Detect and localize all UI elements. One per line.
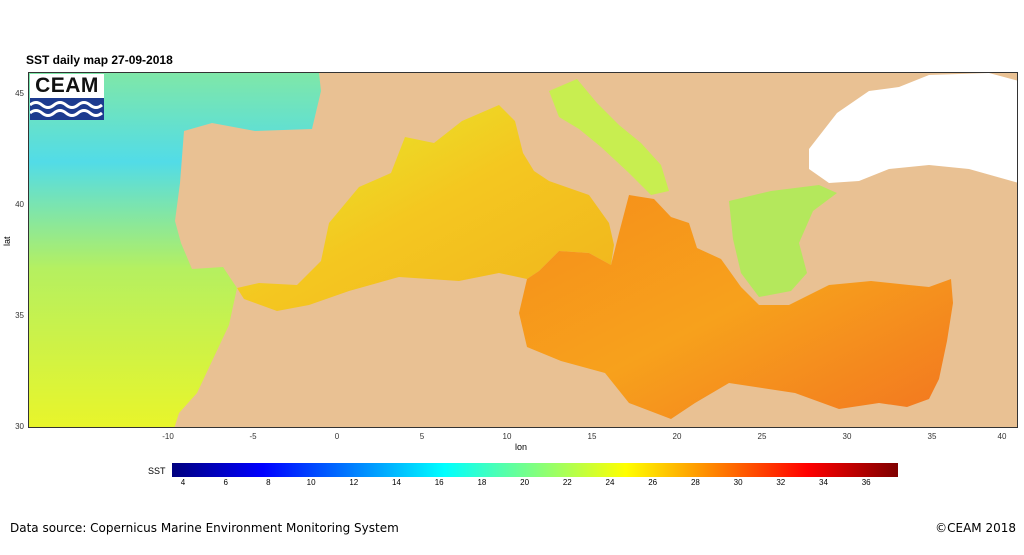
x-tick: 20 xyxy=(672,432,682,441)
colorbar-tick: 32 xyxy=(776,478,786,487)
data-source: Data source: Copernicus Marine Environme… xyxy=(10,521,399,535)
colorbar-tick: 20 xyxy=(520,478,530,487)
colorbar-tick: 16 xyxy=(434,478,444,487)
x-tick: -5 xyxy=(249,432,257,441)
adriatic-sea xyxy=(549,79,669,195)
colorbar-tick: 14 xyxy=(392,478,401,487)
sst-map xyxy=(28,72,1018,428)
legend-title: SST xyxy=(148,466,166,476)
colorbar-tick: 24 xyxy=(605,478,615,487)
atlantic-ocean xyxy=(29,73,321,427)
ceam-logo: CEAM xyxy=(30,74,104,120)
colorbar-tick: 18 xyxy=(477,478,487,487)
colorbar-tick: 22 xyxy=(562,478,572,487)
eastern-mediterranean xyxy=(519,195,953,419)
colorbar-tick: 10 xyxy=(306,478,316,487)
map-title: SST daily map 27-09-2018 xyxy=(26,53,173,67)
colorbar-tick: 6 xyxy=(223,478,228,487)
y-tick: 40 xyxy=(15,200,24,209)
logo-text: CEAM xyxy=(35,74,99,97)
x-tick: 30 xyxy=(842,432,852,441)
x-tick: 25 xyxy=(757,432,767,441)
logo-waves-icon xyxy=(30,98,104,120)
x-tick: 10 xyxy=(502,432,512,441)
colorbar-tick: 12 xyxy=(349,478,359,487)
y-tick: 35 xyxy=(15,311,24,320)
colorbar-tick: 34 xyxy=(819,478,828,487)
x-axis-label: lon xyxy=(515,442,528,452)
colorbar-tick: 36 xyxy=(861,478,871,487)
colorbar-tick: 26 xyxy=(648,478,658,487)
black-sea xyxy=(809,73,1017,183)
aegean-sea xyxy=(729,185,837,297)
y-tick: 30 xyxy=(15,422,24,431)
y-axis-label: lat xyxy=(2,236,12,246)
x-tick: 40 xyxy=(997,432,1007,441)
y-tick: 45 xyxy=(15,89,24,98)
colorbar-tick: 8 xyxy=(266,478,271,487)
colorbar-tick: 28 xyxy=(690,478,700,487)
colorbar-tick: 4 xyxy=(180,478,186,487)
x-tick: -10 xyxy=(162,432,174,441)
colorbar-tick: 30 xyxy=(733,478,743,487)
x-tick: 35 xyxy=(927,432,937,441)
x-tick: 5 xyxy=(419,432,425,441)
western-mediterranean xyxy=(237,105,614,311)
colorbar xyxy=(172,463,898,477)
x-tick: 15 xyxy=(587,432,597,441)
copyright: ©CEAM 2018 xyxy=(935,521,1016,535)
x-tick: 0 xyxy=(334,432,340,441)
